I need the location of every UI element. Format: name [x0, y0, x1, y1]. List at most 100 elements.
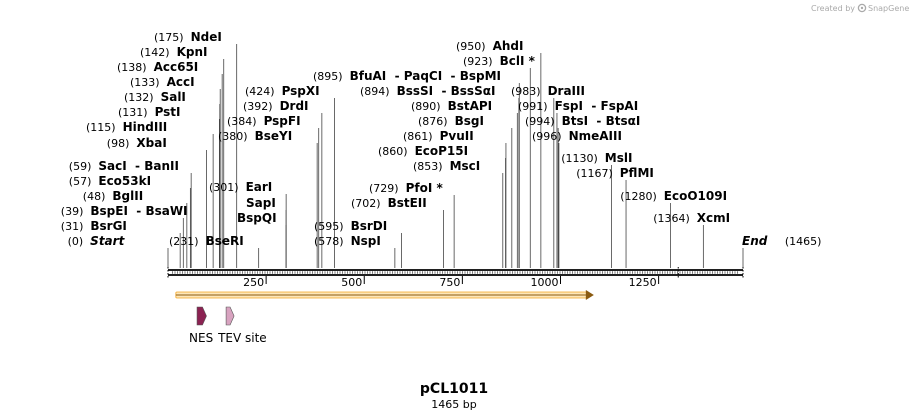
site-label: (1364) XcmI	[653, 211, 730, 225]
site-position: (895)	[313, 70, 350, 83]
site-position: (98)	[107, 137, 137, 150]
site-label: (48) BglII	[83, 189, 143, 203]
enzyme-name: MscI	[450, 159, 481, 173]
enzyme-separator: -	[386, 69, 404, 83]
site-position: (1364)	[653, 212, 697, 225]
enzyme-name: BseYI	[255, 129, 293, 143]
site-position: (31)	[61, 220, 91, 233]
enzyme-name: Start	[90, 234, 125, 248]
enzyme-name: BsaWI	[145, 204, 187, 218]
enzyme-name: End	[742, 234, 768, 248]
enzyme-name: BspMI	[460, 69, 501, 83]
feature-label: NES	[189, 331, 213, 345]
site-position: (132)	[124, 91, 161, 104]
enzyme-name: DraIII	[548, 84, 585, 98]
site-position: (894)	[360, 85, 397, 98]
site-position: (424)	[245, 85, 282, 98]
site-position: (301)	[209, 181, 246, 194]
enzyme-separator: -	[127, 159, 145, 173]
site-label: (729) PfoI *	[369, 181, 443, 195]
site-label: (1280) EcoO109I	[620, 189, 727, 203]
site-label: (384) PspFI	[227, 114, 301, 128]
enzyme-separator: -	[588, 114, 606, 128]
site-position: (890)	[411, 100, 448, 113]
site-position: (1167)	[576, 167, 620, 180]
site-position: (57)	[69, 175, 99, 188]
site-label: (895) BfuAI - PaqCI - BspMI	[313, 69, 501, 83]
enzyme-name: PfoI *	[406, 181, 444, 195]
enzyme-name: AccI	[167, 75, 195, 89]
site-label: (1130) MslI	[561, 151, 632, 165]
enzyme-name: BsrDI	[351, 219, 388, 233]
site-label: (98) XbaI	[107, 136, 167, 150]
enzyme-name: EcoO109I	[664, 189, 727, 203]
enzyme-name: EarI	[246, 180, 273, 194]
site-label: (39) BspEI - BsaWI	[61, 204, 188, 218]
enzyme-name: BanII	[144, 159, 179, 173]
site-position: (860)	[378, 145, 415, 158]
site-label: (59) SacI - BanII	[69, 159, 179, 173]
enzyme-name: BssSI	[397, 84, 434, 98]
enzyme-name: NdeI	[191, 30, 222, 44]
site-position: (142)	[140, 46, 177, 59]
orf-arrowhead	[585, 290, 594, 300]
enzyme-name: KpnI	[177, 45, 208, 59]
site-position: (578)	[314, 235, 351, 248]
site-label: (702) BstEII	[351, 196, 427, 210]
enzyme-name: BspQI	[237, 211, 277, 225]
ruler-label: 1000	[530, 276, 558, 289]
enzyme-name: BstAPI	[448, 99, 493, 113]
enzyme-name: BstEII	[388, 196, 427, 210]
site-position: (59)	[69, 160, 99, 173]
feature-tev-site: TEV site	[217, 306, 267, 345]
site-label: (595) BsrDI	[314, 219, 387, 233]
site-position: (1465)	[767, 235, 821, 248]
site-label: (991) FspI - FspAI	[518, 99, 638, 113]
enzyme-name: AhdI	[493, 39, 524, 53]
site-position: (380)	[218, 130, 255, 143]
site-label: (923) BclI *	[463, 54, 536, 68]
plasmid-length: 1465 bp	[431, 398, 476, 411]
enzyme-name: NmeAIII	[569, 129, 622, 143]
plasmid-name: pCL1011	[420, 381, 488, 397]
enzyme-name: EcoP15I	[415, 144, 469, 158]
enzyme-name: MslI	[605, 151, 633, 165]
site-label: (115) HindIII	[86, 120, 167, 134]
snapgene-logo	[857, 3, 867, 13]
site-position: (133)	[130, 76, 167, 89]
site-label: (131) PstI	[118, 105, 181, 119]
site-label: (138) Acc65I	[117, 60, 198, 74]
site-label: End (1465)	[742, 234, 821, 248]
feature-label: TEV site	[217, 331, 267, 345]
enzyme-name: BseRI	[206, 234, 244, 248]
site-label: (894) BssSI - BssSαI	[360, 84, 495, 98]
enzyme-name: SapI	[246, 196, 276, 210]
site-label: (380) BseYI	[218, 129, 292, 143]
site-label: (175) NdeI	[154, 30, 222, 44]
site-label: (424) PspXI	[245, 84, 320, 98]
enzyme-separator: -	[442, 69, 460, 83]
credit-prefix: Created by	[811, 4, 855, 13]
site-position: (138)	[117, 61, 154, 74]
feature-nes: NES	[189, 306, 213, 345]
site-label: (950) AhdI	[456, 39, 523, 53]
site-position: (39)	[61, 205, 91, 218]
feature-arrow	[225, 306, 235, 326]
site-position: (384)	[227, 115, 264, 128]
enzyme-name: PvuII	[440, 129, 474, 143]
enzyme-name: BtsαI	[606, 114, 641, 128]
enzyme-name: BssSαI	[451, 84, 496, 98]
site-position: (991)	[518, 100, 555, 113]
site-position: (231)	[169, 235, 206, 248]
enzyme-name: FspI	[555, 99, 583, 113]
site-position: (950)	[456, 40, 493, 53]
site-label: (996) NmeAIII	[532, 129, 622, 143]
enzyme-name: BglII	[112, 189, 143, 203]
enzyme-name: PspXI	[282, 84, 320, 98]
enzyme-name: SalI	[161, 90, 186, 104]
site-label: (578) NspI	[314, 234, 381, 248]
enzyme-name: BsgI	[455, 114, 484, 128]
site-label: (133) AccI	[130, 75, 195, 89]
enzyme-name: NspI	[351, 234, 381, 248]
site-label: (983) DraIII	[511, 84, 585, 98]
